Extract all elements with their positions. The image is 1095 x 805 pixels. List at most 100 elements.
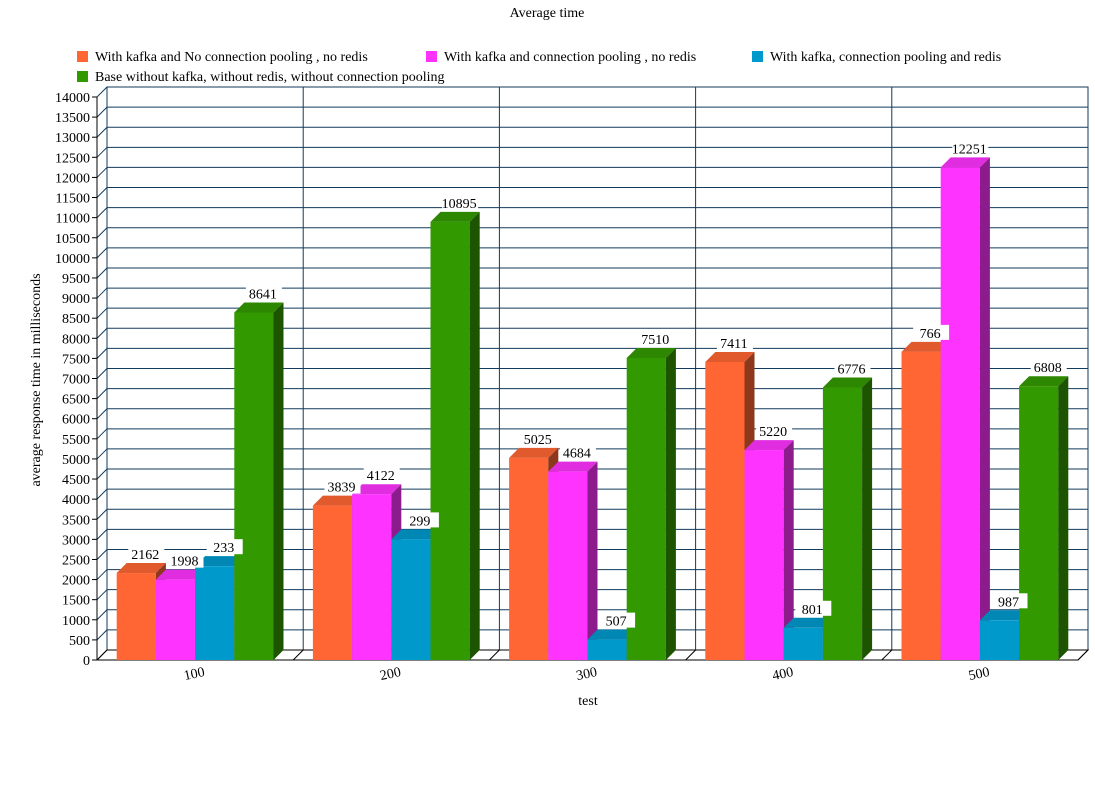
data-label-bg xyxy=(167,552,204,568)
bar-front xyxy=(587,639,627,660)
data-label-bg xyxy=(913,324,950,340)
bar-front xyxy=(979,620,1020,660)
x-tick-label: 100 xyxy=(183,665,207,684)
data-label-bg xyxy=(245,285,282,301)
y-tick-label: 12000 xyxy=(55,171,90,186)
data-label: 2162 xyxy=(131,548,159,563)
bar-top xyxy=(901,341,951,352)
bar-top xyxy=(744,440,794,451)
legend-swatch xyxy=(77,71,88,82)
y-tick-label: 13500 xyxy=(55,111,90,126)
bar-1-3 xyxy=(430,211,480,660)
data-label: 4684 xyxy=(563,447,591,462)
y-gridline-depth xyxy=(96,529,108,540)
data-label-bg xyxy=(638,330,675,346)
bar-side xyxy=(862,377,873,660)
y-gridline-depth xyxy=(96,368,108,379)
bar-front xyxy=(626,357,666,660)
y-axis: 0 500 1000 1500 2000 2500 3000 3500 4000 4500 5000… xyxy=(55,91,98,669)
bar-front xyxy=(195,566,235,660)
bar-top xyxy=(979,610,1030,621)
bar-top xyxy=(116,563,166,574)
bar-front xyxy=(312,505,353,660)
y-gridline-depth xyxy=(96,187,108,198)
bar-top xyxy=(587,629,637,640)
data-label: 766 xyxy=(920,327,941,342)
legend-swatch xyxy=(752,51,763,62)
bar-top xyxy=(705,351,755,362)
bar-2-1 xyxy=(548,461,598,660)
chart-title: Average time xyxy=(510,6,585,21)
y-tick-label: 8000 xyxy=(62,332,90,347)
y-gridline-depth xyxy=(96,388,108,399)
bar-front xyxy=(783,627,823,660)
bar-front xyxy=(116,573,156,660)
y-tick-label: 500 xyxy=(69,634,90,649)
y-gridline-depth xyxy=(96,348,108,359)
x-axis-title: test xyxy=(578,694,598,709)
y-tick-label: 6500 xyxy=(62,393,90,408)
data-label-bg xyxy=(756,423,793,439)
bar-top xyxy=(234,302,284,313)
y-tick-label: 1000 xyxy=(62,614,90,629)
bar-0-3 xyxy=(234,302,284,660)
floor-divider xyxy=(96,649,108,661)
y-tick-label: 10500 xyxy=(55,232,90,247)
legend-label: With kafka and No connection pooling , n… xyxy=(95,50,368,65)
bar-front xyxy=(901,351,941,660)
x-tick-label: 500 xyxy=(967,665,991,684)
y-gridline-depth xyxy=(96,569,108,580)
bar-4-3 xyxy=(1019,376,1069,660)
data-label: 6776 xyxy=(838,363,866,378)
y-tick-label: 2000 xyxy=(62,574,90,589)
y-tick-label: 3000 xyxy=(62,533,90,548)
bar-top xyxy=(626,347,676,358)
data-label: 987 xyxy=(998,595,1019,610)
y-tick-label: 11000 xyxy=(56,212,90,227)
x-tick-label: 300 xyxy=(575,665,599,684)
data-label: 4122 xyxy=(367,469,395,484)
y-tick-label: 7000 xyxy=(62,373,90,388)
bar-side xyxy=(1058,376,1069,660)
data-label: 7510 xyxy=(641,333,669,348)
y-tick-label: 5000 xyxy=(62,453,90,468)
legend-label: Base without kafka, without redis, witho… xyxy=(95,70,445,85)
bar-side xyxy=(979,157,990,661)
y-tick-label: 5500 xyxy=(62,433,90,448)
data-label-bg xyxy=(442,194,479,210)
y-tick-label: 8500 xyxy=(62,312,90,327)
data-label: 299 xyxy=(409,514,430,529)
y-gridline-depth xyxy=(96,86,108,98)
y-tick-label: 4000 xyxy=(62,493,90,508)
y-gridline-depth xyxy=(96,167,108,178)
y-tick-label: 4500 xyxy=(62,473,90,488)
y-tick-label: 7500 xyxy=(62,352,90,367)
y-tick-label: 11500 xyxy=(56,192,90,207)
bar-front xyxy=(155,579,196,660)
bar-2-3 xyxy=(626,347,676,660)
data-label-bg xyxy=(363,467,400,483)
floor-divider xyxy=(881,649,893,661)
data-label: 12251 xyxy=(952,142,987,157)
bar-top xyxy=(783,617,833,628)
x-tick-label: 400 xyxy=(771,665,795,684)
y-axis-title: average response time in milliseconds xyxy=(29,273,44,486)
data-label-bg xyxy=(834,360,871,376)
bar-4-1 xyxy=(940,157,990,661)
bar-3-1 xyxy=(744,440,794,660)
bar-top xyxy=(940,157,990,168)
data-label: 3839 xyxy=(328,481,356,496)
y-tick-label: 12500 xyxy=(55,151,90,166)
bars xyxy=(116,157,1069,661)
y-gridline-depth xyxy=(96,408,108,420)
bar-top xyxy=(1019,376,1069,387)
data-label-bg xyxy=(795,600,832,616)
data-label-bg xyxy=(206,539,243,555)
data-label-bg xyxy=(559,444,596,460)
y-gridline-depth xyxy=(96,488,108,500)
bar-top xyxy=(352,484,402,495)
bar-3-3 xyxy=(822,377,873,660)
y-gridline-depth xyxy=(96,287,108,299)
bar-front xyxy=(822,387,863,660)
